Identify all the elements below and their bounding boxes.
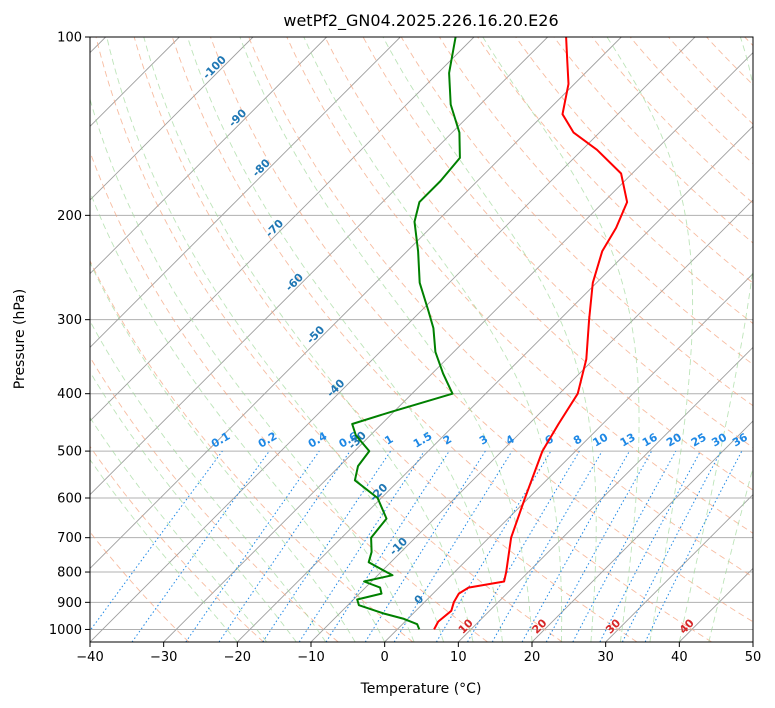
x-tick-label: −20 (224, 650, 251, 665)
dry-adiabat (133, 37, 638, 642)
y-tick-label: 400 (57, 387, 82, 402)
mixing-ratio-line (131, 450, 270, 642)
dry-adiabat (210, 37, 753, 623)
y-tick-label: 800 (57, 566, 82, 581)
y-axis-title: Pressure (hPa) (12, 289, 28, 389)
series-layer (351, 37, 629, 630)
mixing-ratio-line (262, 450, 392, 642)
moist-adiabat (606, 37, 694, 642)
moist-adiabat (239, 37, 533, 642)
isotherm-line (458, 346, 753, 642)
y-tick-label: 500 (57, 445, 82, 460)
y-tick-label: 200 (57, 209, 82, 224)
y-tick-label: 300 (57, 313, 82, 328)
dry-adiabat (477, 37, 753, 325)
moist-adiabat (90, 190, 386, 642)
mixing-ratio-line (644, 450, 743, 642)
moist-adiabat (90, 458, 238, 642)
y-tick-label: 600 (57, 492, 82, 507)
moist-adiabat (382, 37, 597, 642)
dry-adiabat (171, 37, 712, 642)
y-tick-label: 1000 (49, 623, 82, 638)
dry-adiabat (90, 259, 414, 642)
x-tick-label: 20 (524, 650, 541, 665)
dry-adiabat (95, 37, 563, 642)
isotherm-line (90, 37, 401, 348)
dry-adiabat (324, 37, 753, 491)
chart-title: wetPf2_GN04.2025.226.16.20.E26 (283, 11, 558, 31)
temperature-trace (433, 37, 629, 630)
mixing-ratio-line (90, 450, 223, 632)
dry-adiabat (591, 37, 753, 204)
mixing-ratio-line (393, 450, 513, 642)
moist-adiabat (90, 416, 268, 642)
moist-adiabat (482, 37, 640, 642)
dry-adiabat (515, 37, 753, 284)
mixing-ratio-line (218, 450, 351, 642)
x-tick-label: 50 (745, 650, 762, 665)
x-tick-label: 30 (597, 650, 614, 665)
isotherm-line (90, 37, 254, 201)
dry-adiabat (248, 37, 753, 578)
isotherm-line (90, 37, 475, 422)
isotherm-line (90, 37, 696, 642)
y-tick-label: 900 (57, 596, 82, 611)
grid-layer (90, 37, 753, 642)
x-axis-title: Temperature (°C) (360, 681, 482, 697)
dry-adiabat (362, 37, 753, 449)
dry-adiabat (400, 37, 753, 407)
isotherm-line (90, 37, 327, 275)
moist-adiabat (90, 371, 297, 642)
moist-adiabat (678, 37, 753, 642)
mixing-ratio-line (298, 450, 425, 642)
moist-adiabat (90, 261, 356, 642)
dry-adiabat (90, 445, 264, 642)
moist-adiabat (708, 465, 753, 642)
x-tick-label: −10 (297, 650, 324, 665)
mixing-ratio-line (521, 450, 630, 642)
isotherm-line (163, 52, 753, 642)
moist-adiabat (90, 97, 415, 642)
x-tick-label: 40 (671, 650, 688, 665)
y-tick-label: 100 (57, 31, 82, 46)
mixing-ratio-line (572, 450, 677, 642)
isotherm-line (90, 37, 622, 569)
x-tick-label: 0 (381, 650, 389, 665)
x-tick-label: 10 (450, 650, 467, 665)
x-tick-label: −40 (76, 650, 103, 665)
isotherm-line (531, 420, 753, 642)
moist-adiabat (303, 37, 563, 642)
moist-adiabat (187, 37, 503, 642)
isotherm-line (237, 125, 753, 642)
mixing-ratio-line (545, 450, 653, 642)
mixing-ratio-line (325, 450, 450, 642)
isotherm-line (90, 37, 548, 496)
dry-adiabat (629, 37, 753, 165)
axes-layer: −40 −30 −20 −10 0 10 20 30 40 50 100 200 300 400 500 60… (49, 31, 761, 666)
mixing-ratio-line (185, 450, 320, 642)
y-tick-label: 700 (57, 531, 82, 546)
x-tick-label: −30 (150, 650, 177, 665)
moist-adiabat (143, 37, 474, 642)
moist-adiabat (90, 320, 327, 642)
dewpoint-trace (351, 37, 461, 630)
isotherm-line (605, 494, 753, 642)
isotherm-line (384, 273, 753, 642)
plot-frame (89, 36, 754, 643)
